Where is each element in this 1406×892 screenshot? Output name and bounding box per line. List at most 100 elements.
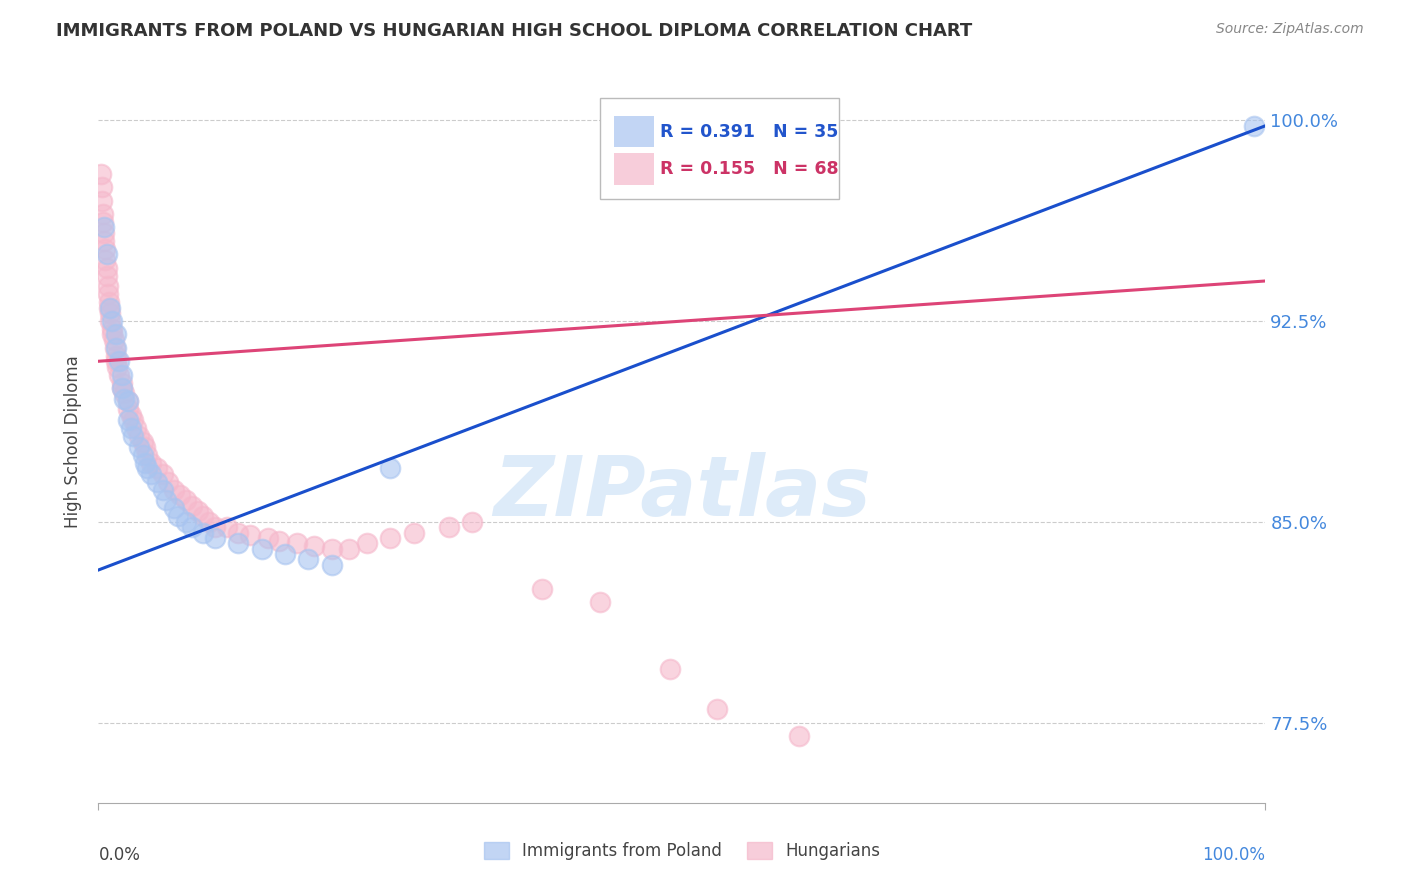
Point [108, 368, 131, 382]
Point [101, 327, 124, 342]
Point [97, 301, 120, 315]
Point [91, 215, 114, 229]
Point [93, 234, 115, 248]
Point [128, 429, 150, 443]
Point [256, 531, 278, 545]
Point [117, 394, 139, 409]
Point [321, 541, 343, 556]
Legend: Immigrants from Poland, Hungarians: Immigrants from Poland, Hungarians [477, 835, 887, 867]
Point [152, 483, 174, 497]
Point [163, 483, 186, 497]
Point [589, 595, 612, 609]
Point [125, 421, 148, 435]
Point [104, 341, 127, 355]
Point [134, 456, 156, 470]
Point [155, 493, 177, 508]
Point [94, 252, 117, 267]
Point [112, 386, 135, 401]
Point [117, 413, 139, 427]
Point [380, 461, 402, 475]
Point [169, 488, 191, 502]
Point [132, 434, 155, 449]
Point [193, 525, 215, 540]
Point [98, 306, 121, 320]
Point [104, 327, 127, 342]
Point [187, 504, 209, 518]
Point [659, 662, 682, 676]
Point [198, 515, 221, 529]
Point [93, 226, 115, 240]
Point [103, 333, 125, 347]
Point [269, 533, 291, 548]
Point [228, 536, 250, 550]
Text: R = 0.155   N = 68: R = 0.155 N = 68 [659, 161, 838, 178]
Point [104, 349, 127, 363]
Point [402, 525, 425, 540]
Point [204, 520, 226, 534]
Point [530, 582, 553, 596]
Point [146, 461, 169, 475]
Point [356, 536, 378, 550]
Y-axis label: High School Diploma: High School Diploma [65, 355, 83, 528]
Point [787, 729, 810, 743]
Point [180, 499, 202, 513]
Text: 0.0%: 0.0% [98, 847, 141, 864]
Point [437, 520, 460, 534]
Point [117, 402, 139, 417]
Text: ZIPatlas: ZIPatlas [494, 451, 870, 533]
Point [111, 368, 134, 382]
Point [152, 467, 174, 481]
Point [98, 301, 121, 315]
Point [250, 541, 273, 556]
Point [239, 528, 262, 542]
Point [105, 359, 128, 374]
Point [461, 515, 484, 529]
FancyBboxPatch shape [600, 98, 839, 200]
Point [111, 381, 134, 395]
Point [180, 520, 202, 534]
Point [96, 247, 118, 261]
Text: IMMIGRANTS FROM POLAND VS HUNGARIAN HIGH SCHOOL DIPLOMA CORRELATION CHART: IMMIGRANTS FROM POLAND VS HUNGARIAN HIGH… [56, 22, 973, 40]
Point [98, 314, 121, 328]
Point [97, 279, 120, 293]
Point [120, 408, 142, 422]
Point [285, 536, 308, 550]
Point [136, 448, 159, 462]
Point [297, 552, 319, 566]
Point [174, 493, 197, 508]
Point [104, 354, 127, 368]
Point [157, 475, 180, 489]
FancyBboxPatch shape [614, 153, 654, 185]
Point [163, 501, 186, 516]
Point [132, 448, 155, 462]
Point [128, 440, 150, 454]
Point [94, 242, 117, 256]
Text: R = 0.391   N = 35: R = 0.391 N = 35 [659, 122, 838, 141]
Point [90, 194, 112, 208]
Point [101, 314, 124, 328]
Point [90, 180, 112, 194]
Point [706, 702, 728, 716]
Point [215, 520, 238, 534]
Point [120, 421, 142, 435]
Point [111, 381, 134, 395]
FancyBboxPatch shape [614, 116, 654, 147]
Point [304, 539, 326, 553]
Point [91, 207, 114, 221]
Point [90, 167, 112, 181]
Point [122, 413, 145, 427]
Point [193, 509, 215, 524]
Text: Source: ZipAtlas.com: Source: ZipAtlas.com [1216, 22, 1364, 37]
Point [380, 531, 402, 545]
Point [112, 392, 135, 406]
Point [228, 525, 250, 540]
Point [146, 475, 169, 489]
Point [104, 341, 127, 355]
Point [96, 268, 118, 283]
Point [93, 220, 115, 235]
Point [111, 376, 134, 390]
Point [97, 295, 120, 310]
Text: 100.0%: 100.0% [1202, 847, 1265, 864]
Point [136, 461, 159, 475]
Point [108, 354, 131, 368]
